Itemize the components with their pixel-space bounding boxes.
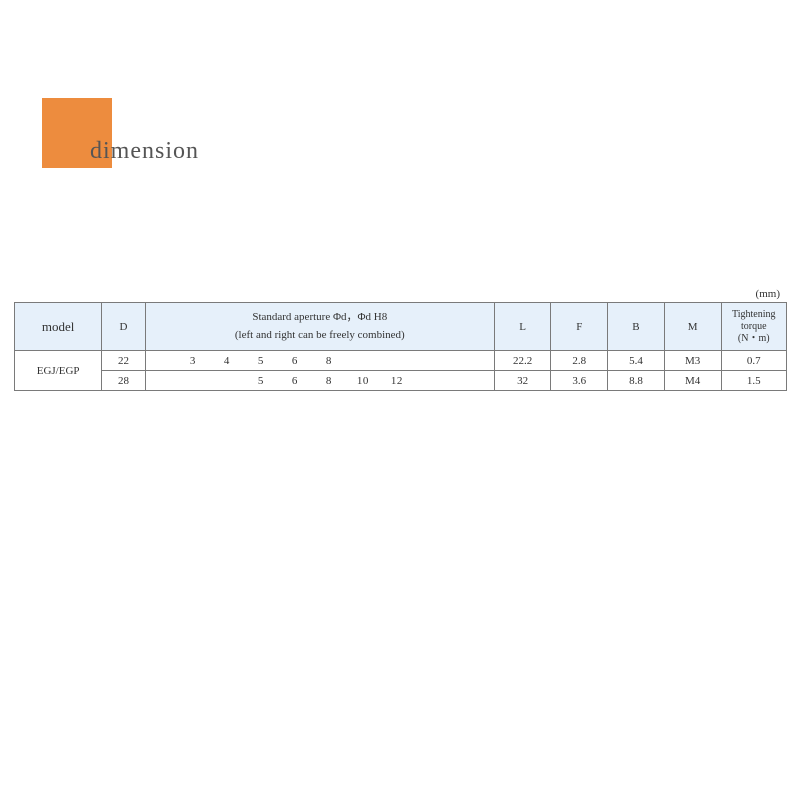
unit-label: (mm) <box>756 288 780 300</box>
cell-L: 32 <box>494 371 551 391</box>
cell-D: 28 <box>102 371 146 391</box>
table-header-row: model D Standard aperture Φd，Φd H8 (left… <box>15 303 787 351</box>
cell-B: 5.4 <box>608 351 665 371</box>
cell-T: 1.5 <box>721 371 787 391</box>
cell-F: 2.8 <box>551 351 608 371</box>
cell-M: M4 <box>664 371 721 391</box>
col-D: D <box>102 303 146 351</box>
col-aperture: Standard aperture Φd，Φd H8 (left and rig… <box>145 303 494 351</box>
torque-l1: Tightening <box>722 309 787 321</box>
cell-D: 22 <box>102 351 146 371</box>
cell-aperture: 5681012 <box>145 371 494 391</box>
table-row: EGJ/EGP 22 34568 22.2 2.8 5.4 M3 0.7 <box>15 351 787 371</box>
cell-aperture: 34568 <box>145 351 494 371</box>
col-L: L <box>494 303 551 351</box>
cell-L: 22.2 <box>494 351 551 371</box>
col-F: F <box>551 303 608 351</box>
col-B: B <box>608 303 665 351</box>
col-M: M <box>664 303 721 351</box>
cell-M: M3 <box>664 351 721 371</box>
page-title: dimension <box>90 138 199 165</box>
cell-T: 0.7 <box>721 351 787 371</box>
ap-values-row0: 34568 <box>176 355 414 367</box>
model-cell: EGJ/EGP <box>15 351 102 391</box>
ap-values-row1: 5681012 <box>176 375 414 387</box>
table-row: 28 5681012 32 3.6 8.8 M4 1.5 <box>15 371 787 391</box>
aperture-line1: Standard aperture Φd，Φd H8 <box>146 309 494 327</box>
col-torque: Tightening torque (N・m) <box>721 303 787 351</box>
cell-F: 3.6 <box>551 371 608 391</box>
col-model: model <box>15 303 102 351</box>
aperture-line2: (left and right can be freely combined) <box>146 327 494 345</box>
cell-B: 8.8 <box>608 371 665 391</box>
dimension-table: model D Standard aperture Φd，Φd H8 (left… <box>14 302 787 391</box>
torque-l2: torque <box>722 321 787 333</box>
torque-l3: (N・m) <box>722 333 787 345</box>
dimension-table-wrap: model D Standard aperture Φd，Φd H8 (left… <box>14 302 787 391</box>
